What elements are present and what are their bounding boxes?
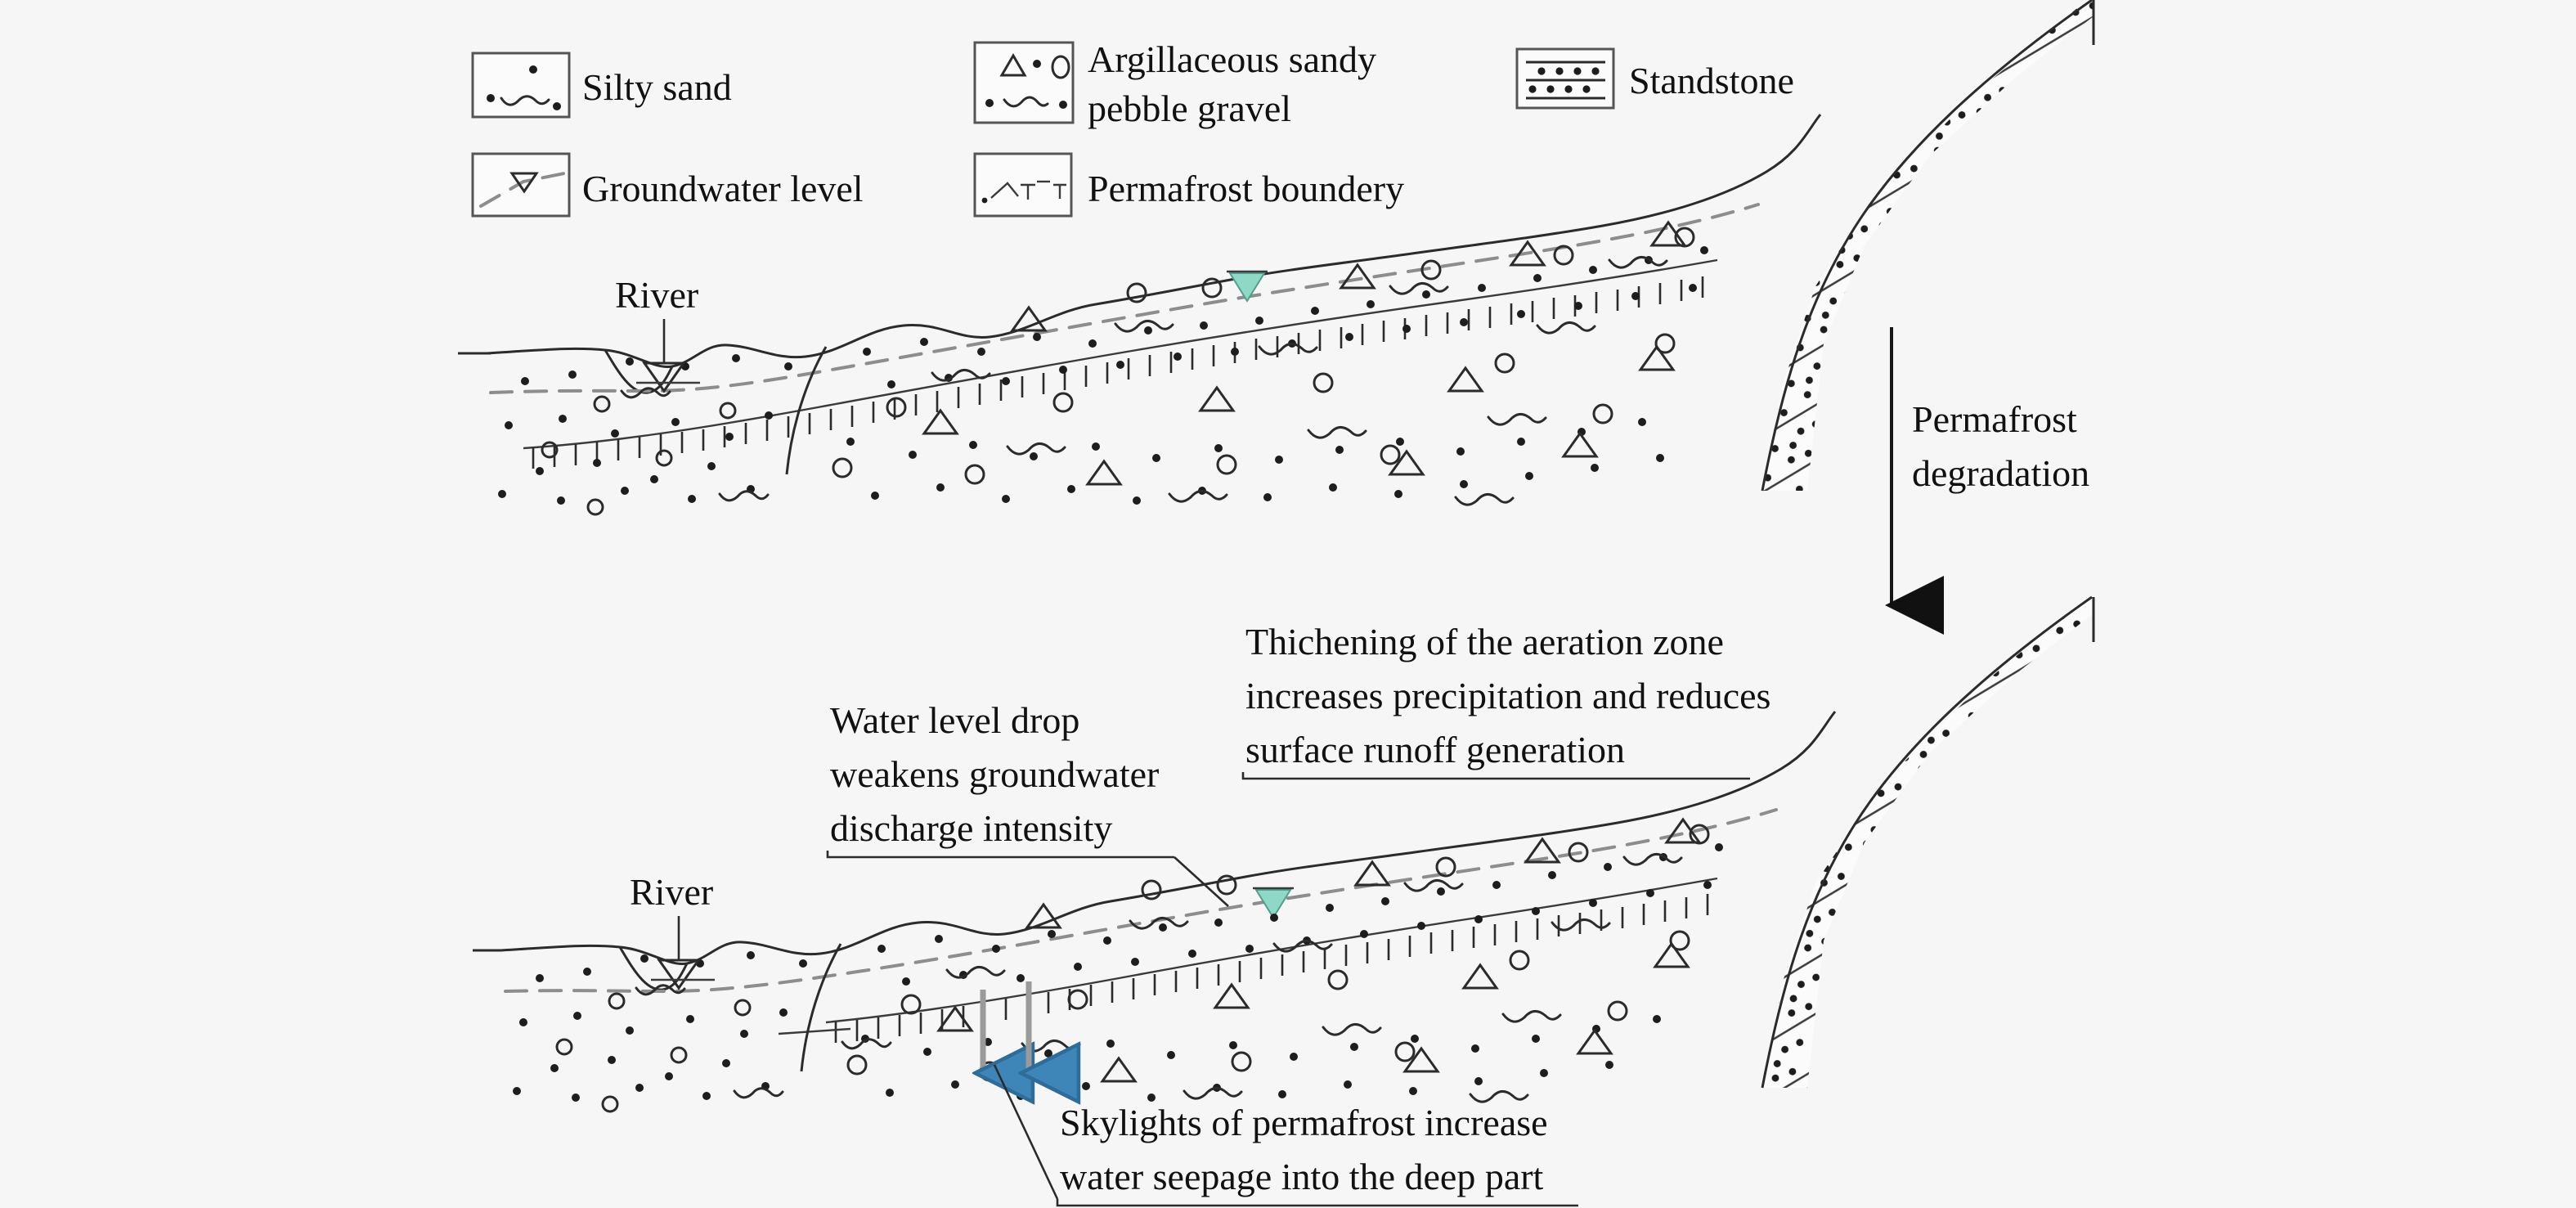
annot-sky-underline xyxy=(1056,1199,1578,1207)
legend-label-standstone: Standstone xyxy=(1629,60,1794,101)
lower-panel: River xyxy=(473,595,2095,1113)
annot-wld-line3: discharge intensity xyxy=(830,807,1112,849)
upper-river-annotation: River xyxy=(615,274,700,393)
legend-label-argillaceous-line1: Argillaceous sandy xyxy=(1088,38,1376,80)
legend-label-groundwater-level: Groundwater level xyxy=(582,168,864,209)
argillaceous-gravel-icon xyxy=(985,53,1070,109)
upper-bedrock-standstone xyxy=(1761,0,2095,492)
lower-ground-surface xyxy=(500,711,1837,965)
upper-soil-texture xyxy=(498,220,1708,516)
upper-lithology-contact xyxy=(785,346,828,475)
permafrost-degradation-transition: Permafrost degradation xyxy=(1885,327,2089,635)
legend-item-groundwater-level: Groundwater level xyxy=(471,152,864,218)
degradation-label-line2: degradation xyxy=(1912,452,2089,494)
legend-swatch-argillaceous xyxy=(973,41,1075,124)
legend-label-argillaceous-line2: pebble gravel xyxy=(1088,88,1291,129)
legend-item-silty-sand: Silty sand xyxy=(471,52,732,119)
upper-groundwater-marker xyxy=(1227,270,1268,303)
permafrost-boundery-icon xyxy=(981,180,1066,204)
legend-item-standstone: Standstone xyxy=(1515,47,1794,110)
lower-river-annotation: River xyxy=(630,871,715,990)
lower-river-label: River xyxy=(630,871,713,913)
legend-item-permafrost-boundery: Permafrost boundery xyxy=(973,152,1404,218)
annot-wld-underline xyxy=(826,851,1174,859)
annotation-aeration-zone: Thichening of the aeration zone increase… xyxy=(1241,621,1770,780)
lower-lithology-contact xyxy=(800,943,842,1072)
silty-sand-icon xyxy=(487,65,561,110)
annot-wld-line1: Water level drop xyxy=(830,699,1079,741)
lower-bedrock-standstone xyxy=(1761,595,2095,1089)
legend-item-argillaceous-sandy-pebble-gravel: Argillaceous sandy pebble gravel xyxy=(973,38,1376,129)
annot-sky-line1: Skylights of permafrost increase xyxy=(1060,1102,1548,1143)
legend: Silty sand Argillaceous sandy pebble gra… xyxy=(471,38,1794,218)
annot-sky-leader xyxy=(993,1064,1059,1200)
legend-label-silty-sand: Silty sand xyxy=(582,66,732,108)
annot-wld-line2: weakens groundwater xyxy=(830,753,1159,795)
upper-ground-surface xyxy=(486,114,1822,368)
annotation-permafrost-skylights: Skylights of permafrost increase water s… xyxy=(993,1064,1578,1207)
legend-label-permafrost-boundery: Permafrost boundery xyxy=(1088,168,1404,209)
annot-wld-leader xyxy=(1174,856,1229,907)
permafrost-skylight-seepage-arrows xyxy=(983,981,1029,1073)
lower-groundwater-marker xyxy=(1253,887,1294,919)
annot-sky-line2: water seepage into the deep part xyxy=(1060,1156,1544,1197)
groundwater-level-icon xyxy=(479,172,566,208)
annotation-water-level-drop: Water level drop weakens groundwater dis… xyxy=(826,699,1229,907)
standstone-icon xyxy=(1526,61,1605,100)
annot-az-line1: Thichening of the aeration zone xyxy=(1245,621,1724,662)
upper-river-label: River xyxy=(615,274,698,316)
upper-river-channel xyxy=(604,349,674,394)
upper-panel: River xyxy=(458,0,2095,516)
annot-az-line3: surface runoff generation xyxy=(1245,729,1625,770)
annot-az-underline xyxy=(1241,772,1750,780)
upper-permafrost-boundary xyxy=(523,258,1718,469)
degradation-label-line1: Permafrost xyxy=(1912,398,2077,440)
annot-az-line2: increases precipitation and reduces xyxy=(1245,675,1770,716)
